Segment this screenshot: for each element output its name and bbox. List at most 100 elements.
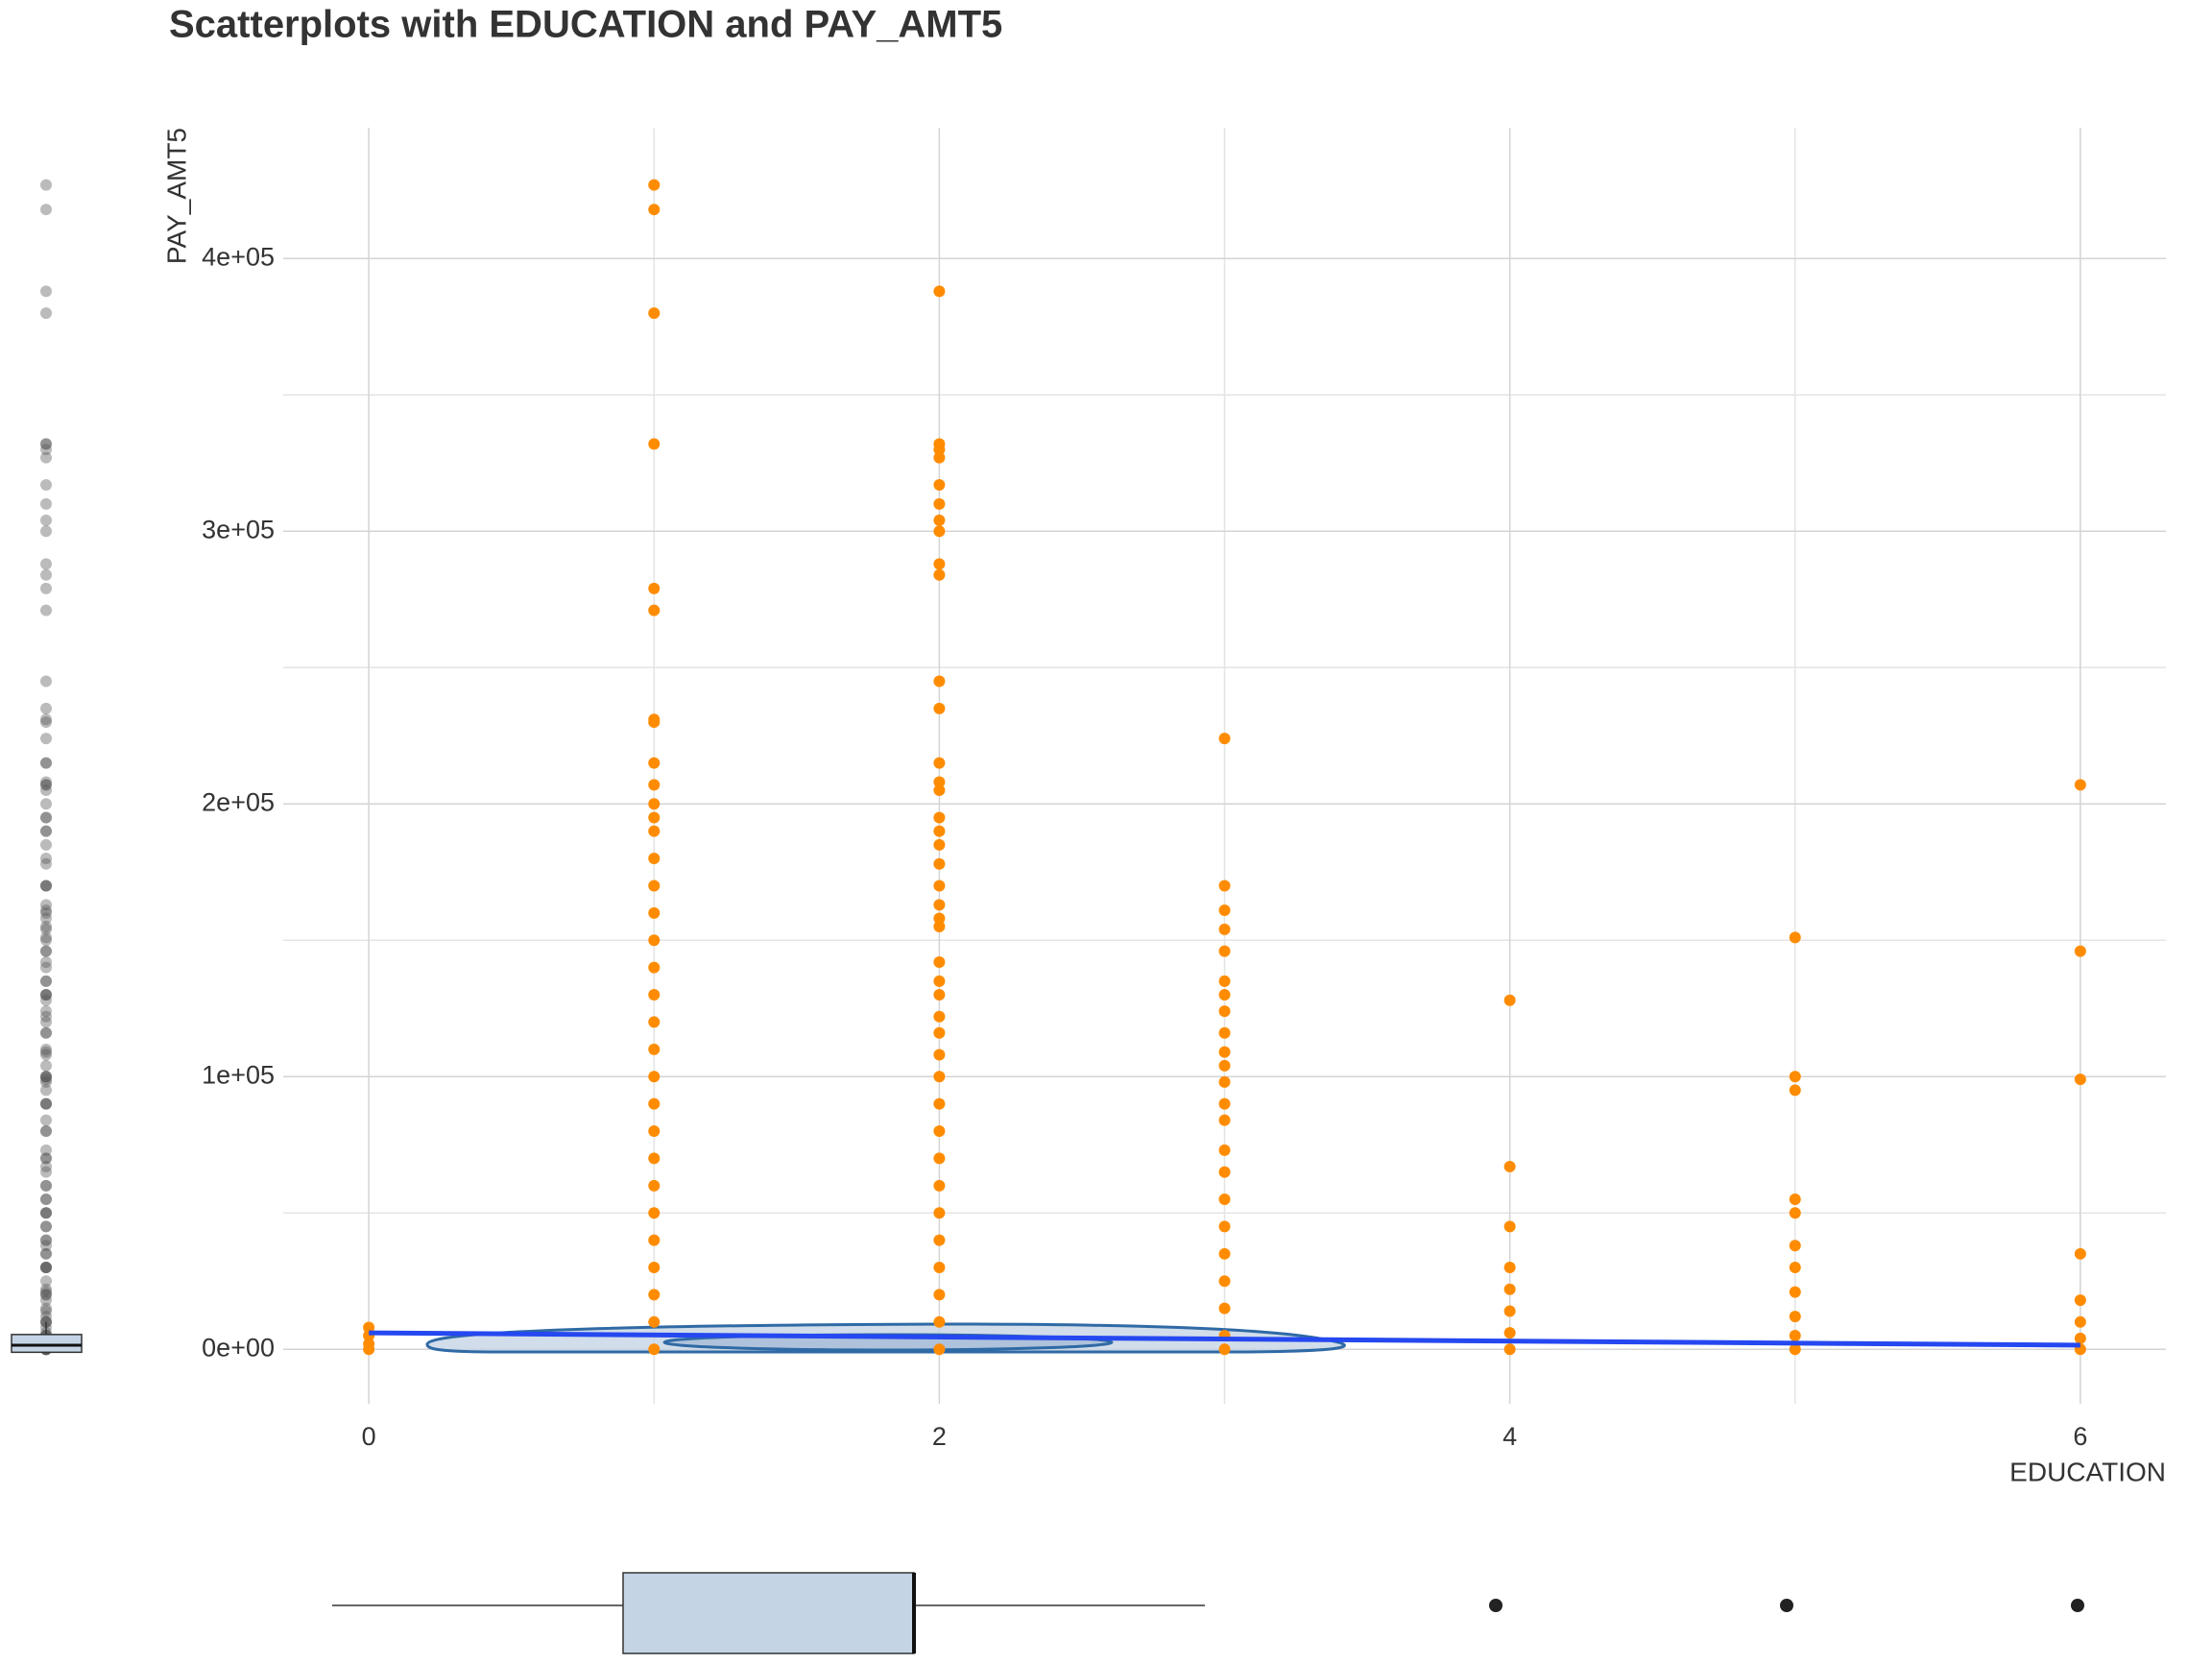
point [1218,1059,1231,1072]
point [2074,1315,2086,1328]
y-margin-point [40,825,52,837]
y-margin-point [40,1194,52,1206]
y-margin-point [40,204,52,216]
y-margin-point [40,989,52,1001]
y-margin-point [40,776,52,788]
point [1218,1046,1231,1058]
point [1218,1247,1231,1260]
y-margin-point [40,444,52,456]
y-margin-point [40,1084,52,1097]
y-margin-point [40,989,52,1001]
y-margin-point [40,1097,52,1110]
y-margin-point [40,904,52,917]
y-margin-point [40,604,52,616]
point [933,975,946,987]
point [1218,1075,1231,1088]
y-margin-point [40,1179,52,1192]
y-margin-point [40,921,52,933]
point [1218,1005,1231,1018]
y-margin-point [40,1016,52,1028]
y-margin-point [40,307,52,320]
y-margin-point [40,1114,52,1126]
y-margin-point [40,514,52,526]
point [363,1343,375,1356]
point [933,568,946,581]
point [933,921,946,933]
point [933,1179,946,1192]
y-margin-point [40,934,52,947]
y-margin-point [40,1071,52,1083]
point [1218,1097,1231,1110]
point [1789,1286,1801,1298]
y-margin-point [40,779,52,791]
point [933,1049,946,1061]
point [648,604,661,616]
y-margin-point [40,525,52,538]
y-margin-point [40,1294,52,1307]
y-margin-point [40,961,52,974]
point [1218,975,1231,987]
y-margin-point [40,675,52,687]
y-margin-point [40,285,52,298]
y-margin-point [40,1207,52,1219]
point [1789,1207,1801,1219]
y-margin-point [40,1179,52,1192]
y-margin-point [40,451,52,464]
y-box [11,1334,83,1354]
point [933,912,946,925]
y-margin-point [40,811,52,824]
point [648,853,661,865]
point [1218,1114,1231,1126]
y-margin-point [40,1166,52,1178]
point [933,1152,946,1165]
point [648,1234,661,1246]
point [648,204,661,216]
y-margin-point [40,1010,52,1023]
point [648,1071,661,1083]
point [933,899,946,911]
y-margin-point [40,784,52,797]
y-margin-point [40,1247,52,1260]
point [933,525,946,538]
point [1503,1160,1516,1172]
y-margin-point [40,1125,52,1138]
point [1789,1240,1801,1252]
y-margin-point [40,1144,52,1156]
point [933,1289,946,1301]
y-margin-point [40,880,52,892]
x-tick-label: 2 [932,1422,947,1451]
point [648,438,661,450]
point [933,757,946,769]
point [648,906,661,919]
y-margin-point [40,558,52,570]
y-margin-point [40,1152,52,1165]
y-tick-label: 3e+05 [202,515,275,543]
point [648,1043,661,1055]
y-margin-point [40,880,52,892]
point [1503,1327,1516,1339]
y-margin-point [40,497,52,510]
point [648,934,661,947]
y-margin-point [40,1194,52,1206]
point [933,955,946,968]
y-margin-point [40,1220,52,1233]
point [933,1234,946,1246]
point [2074,1294,2086,1307]
point [648,1289,661,1301]
point [1218,1194,1231,1206]
point [1218,1026,1231,1039]
y-margin-point [40,1311,52,1323]
y-margin-point [40,1240,52,1252]
point [648,1097,661,1110]
y-margin-point [40,1289,52,1301]
y-margin-point [40,179,52,191]
point [933,1071,946,1083]
y-margin-point [40,1207,52,1219]
point [2074,1073,2086,1086]
x-axis-label: EDUCATION [2009,1457,2166,1486]
y-margin-point [40,975,52,987]
point [933,838,946,851]
point [933,479,946,492]
point [933,497,946,510]
